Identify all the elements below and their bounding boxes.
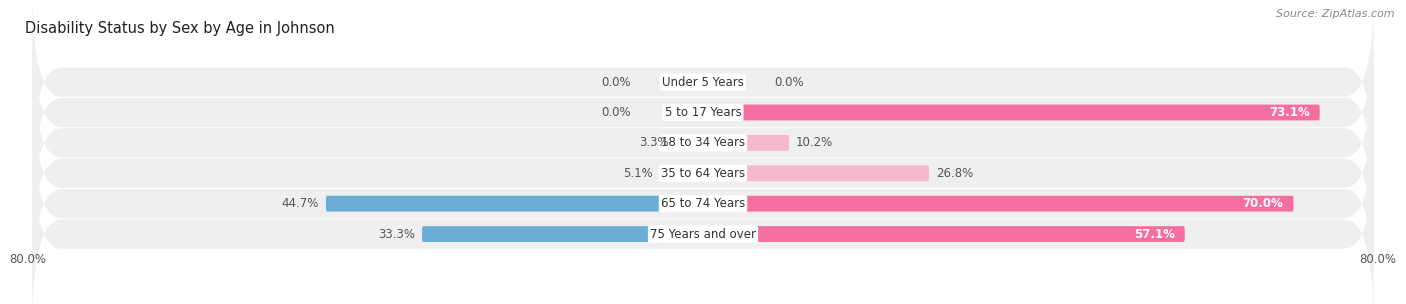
FancyBboxPatch shape <box>703 165 929 181</box>
FancyBboxPatch shape <box>32 0 1374 174</box>
Text: 44.7%: 44.7% <box>281 197 319 210</box>
FancyBboxPatch shape <box>659 165 703 181</box>
Text: 0.0%: 0.0% <box>602 76 631 88</box>
Text: Disability Status by Sex by Age in Johnson: Disability Status by Sex by Age in Johns… <box>25 21 335 36</box>
FancyBboxPatch shape <box>675 135 703 151</box>
Text: 33.3%: 33.3% <box>378 228 415 240</box>
FancyBboxPatch shape <box>422 226 703 242</box>
Text: 26.8%: 26.8% <box>936 167 973 180</box>
Text: 5.1%: 5.1% <box>623 167 654 180</box>
Text: 65 to 74 Years: 65 to 74 Years <box>661 197 745 210</box>
FancyBboxPatch shape <box>703 196 1294 212</box>
FancyBboxPatch shape <box>32 81 1374 265</box>
Text: 35 to 64 Years: 35 to 64 Years <box>661 167 745 180</box>
Legend: Male, Female: Male, Female <box>636 302 770 304</box>
FancyBboxPatch shape <box>703 135 789 151</box>
FancyBboxPatch shape <box>32 21 1374 204</box>
FancyBboxPatch shape <box>32 142 1374 304</box>
Text: 0.0%: 0.0% <box>602 106 631 119</box>
Text: 70.0%: 70.0% <box>1243 197 1284 210</box>
FancyBboxPatch shape <box>32 112 1374 295</box>
Text: 0.0%: 0.0% <box>775 76 804 88</box>
Text: 10.2%: 10.2% <box>796 136 832 149</box>
Text: 75 Years and over: 75 Years and over <box>650 228 756 240</box>
Text: Under 5 Years: Under 5 Years <box>662 76 744 88</box>
Text: 57.1%: 57.1% <box>1133 228 1174 240</box>
FancyBboxPatch shape <box>32 51 1374 235</box>
Text: Source: ZipAtlas.com: Source: ZipAtlas.com <box>1277 9 1395 19</box>
Text: 18 to 34 Years: 18 to 34 Years <box>661 136 745 149</box>
FancyBboxPatch shape <box>703 105 1320 120</box>
FancyBboxPatch shape <box>326 196 703 212</box>
Text: 5 to 17 Years: 5 to 17 Years <box>665 106 741 119</box>
Text: 73.1%: 73.1% <box>1268 106 1309 119</box>
FancyBboxPatch shape <box>703 226 1185 242</box>
Text: 3.3%: 3.3% <box>638 136 668 149</box>
